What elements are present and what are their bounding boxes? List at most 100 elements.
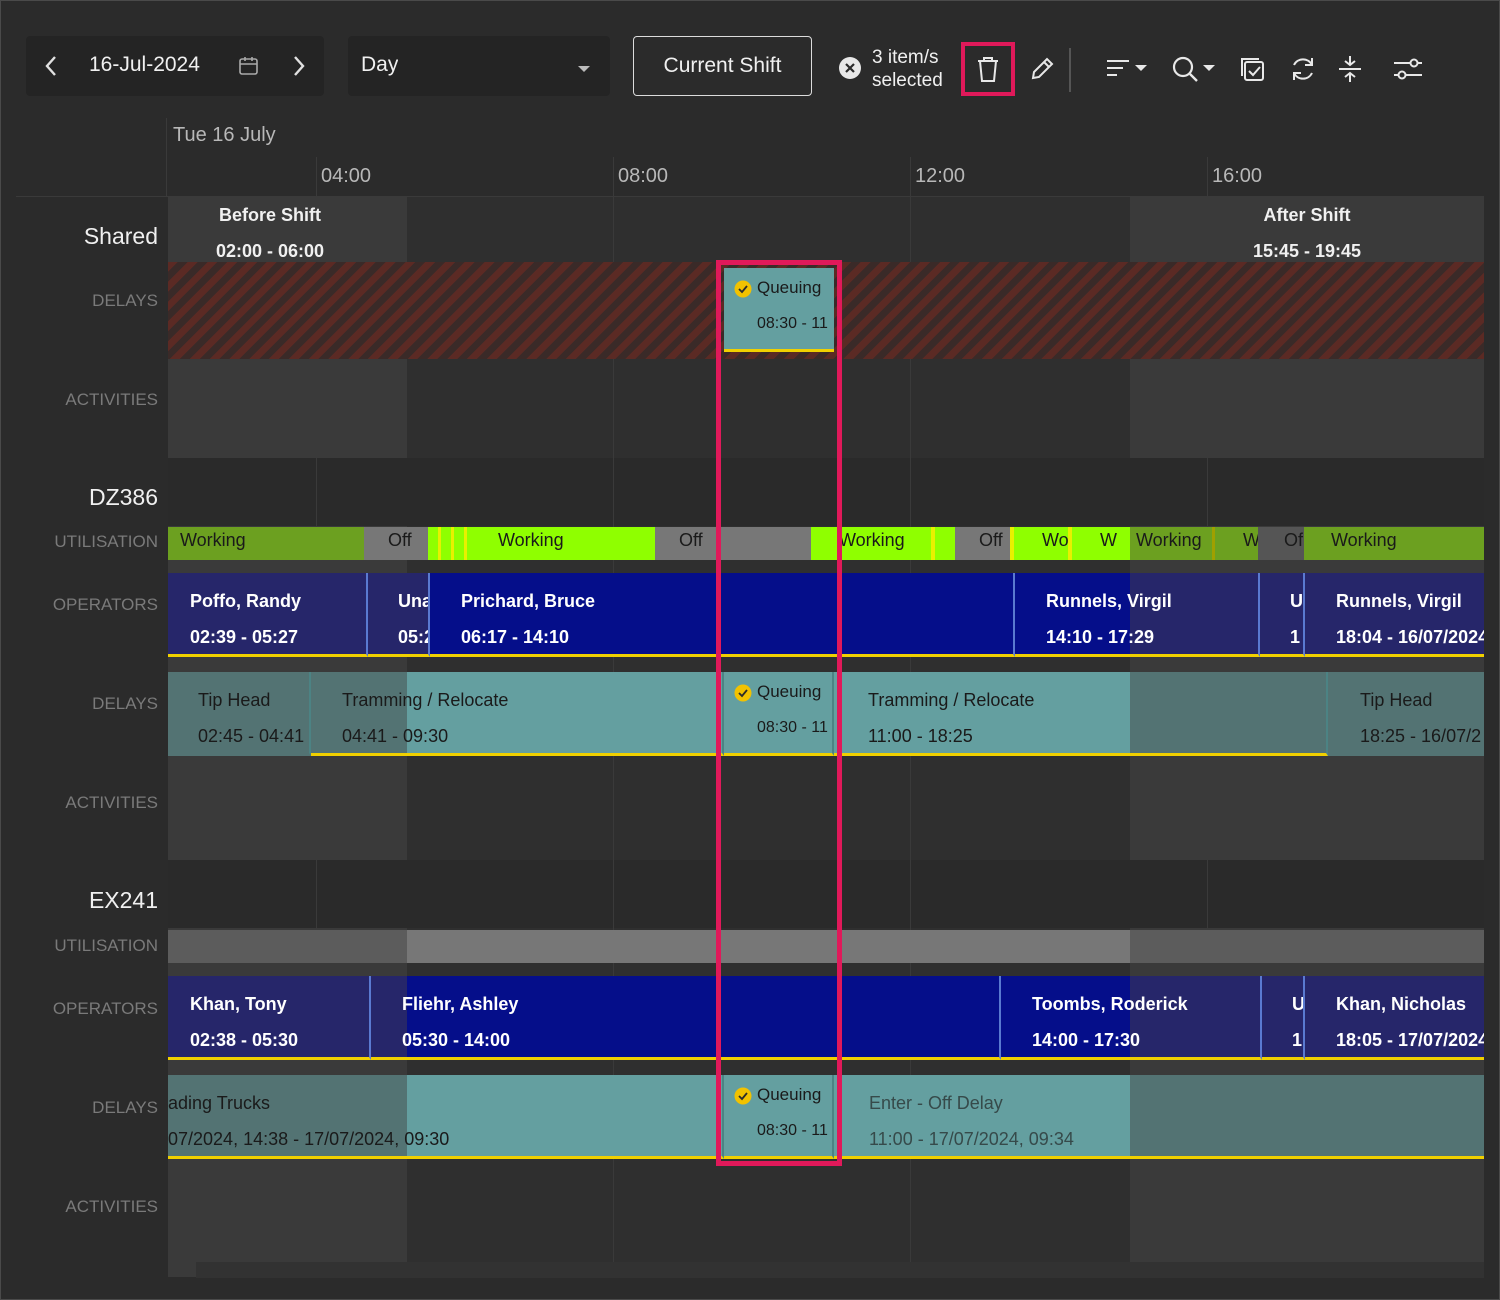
after-shift-time: 15:45 - 19:45 [1252,241,1362,261]
operator-time: 06:17 - 14:10 [461,627,570,647]
operator-block[interactable]: Khan, Tony 02:38 - 05:30 [168,976,371,1060]
delay-block[interactable]: Tramming / Relocate 11:00 - 18:25 [834,672,1328,756]
operator-time: 14:10 - 17:29 [1046,627,1155,647]
delay-block[interactable]: Tip Head 18:25 - 16/07/2 [1328,672,1484,756]
utilisation-off[interactable]: Off [364,527,428,560]
hour-label: 08:00 [618,165,669,187]
edit-icon[interactable] [1028,55,1056,83]
horizontal-scrollbar[interactable] [196,1262,1484,1278]
operator-name: Runnels, Virgil [1336,591,1462,611]
operator-block[interactable]: Fliehr, Ashley 05:30 - 14:00 [371,976,1001,1060]
delay-block[interactable]: Tip Head 02:45 - 04:41 [168,672,311,756]
select-all-icon[interactable] [1239,55,1269,85]
operator-block[interactable]: Runnels, Virgil 18:04 - 16/07/2024 [1305,573,1484,657]
resource-band-dz386 [168,458,1484,526]
operator-time: 1 [1292,1030,1303,1050]
operator-name: Khan, Tony [190,994,287,1014]
utilisation-working[interactable]: Working [468,527,655,560]
caret-down-icon [577,61,591,72]
utilisation-working[interactable]: Working [811,527,955,560]
hour-label: 12:00 [915,165,966,187]
delay-name: Tramming / Relocate [342,690,509,710]
row-label-delays: DELAYS [92,1098,158,1117]
refresh-icon[interactable] [1288,54,1318,84]
operator-time: 18:05 - 17/07/2024 [1336,1030,1484,1050]
date-value[interactable]: 16-Jul-2024 [89,53,200,76]
hour-tick-3 [1207,157,1208,196]
row-label-operators: OPERATORS [52,999,158,1018]
hour-tick-0 [316,157,317,196]
collapse-icon[interactable] [1336,54,1364,84]
hour-label: 04:00 [321,165,372,187]
delay-block-selected[interactable]: Queuing 08:30 - 11 [724,1075,834,1159]
utilisation-working-segment [428,527,468,560]
operator-time: 05:2 [398,627,428,647]
utilisation-working[interactable]: W [1212,527,1258,560]
shared-delay-queuing[interactable]: Queuing 08:30 - 11 [724,268,834,352]
operator-block[interactable]: Prichard, Bruce 06:17 - 14:10 [430,573,1015,657]
operator-name: Una [398,591,430,611]
operator-block[interactable]: Khan, Nicholas 18:05 - 17/07/2024 [1305,976,1484,1060]
utilisation-off[interactable]: Off [655,527,811,560]
date-picker [26,36,324,96]
delay-time: 11:00 - 18:25 [868,726,973,746]
sort-icon[interactable] [1105,56,1151,82]
delay-time: 02:45 - 04:41 [198,726,305,746]
delay-block[interactable]: Tramming / Relocate 04:41 - 09:30 [311,672,724,756]
operator-name: U [1290,591,1303,611]
selection-highlight [716,260,842,1166]
delay-name: Tramming / Relocate [868,690,1035,710]
utilisation-working[interactable]: Working [1304,527,1484,560]
chevron-left-icon[interactable] [40,52,64,80]
operator-time: 05:30 - 14:00 [402,1030,511,1050]
utilisation-off[interactable]: Of [1258,527,1304,560]
trash-icon [975,55,1001,83]
view-mode-select[interactable] [348,36,610,96]
view-mode-value: Day [361,53,399,76]
selection-count: 3 item/s [872,47,939,68]
utilisation-working[interactable]: Wo [1010,527,1068,560]
resource-name-shared: Shared [83,223,158,249]
current-shift-button[interactable] [633,36,812,96]
delay-time: 08:30 - 11 [757,719,828,736]
utilisation-working[interactable]: Working [1130,527,1212,560]
settings-sliders-icon[interactable] [1392,56,1424,82]
operator-name: Poffo, Randy [190,591,301,611]
hour-tick-2 [910,157,911,196]
row-label-activities: ACTIVITIES [65,390,158,409]
utilisation-working[interactable]: Working [168,527,364,560]
before-shift-time: 02:00 - 06:00 [215,241,325,261]
operator-block[interactable]: Poffo, Randy 02:39 - 05:27 [168,573,368,657]
hour-label: 16:00 [1212,165,1263,187]
search-icon[interactable] [1170,54,1220,84]
delay-block[interactable]: ading Trucks 07/2024, 14:38 - 17/07/2024… [168,1075,724,1159]
utilisation-off[interactable]: Off [955,527,1010,560]
ex241-utilisation-bar[interactable] [168,930,1484,963]
operator-block[interactable]: U 1 [1262,976,1305,1060]
chevron-right-icon[interactable] [287,52,311,80]
operator-time: 02:39 - 05:27 [190,627,299,647]
delay-block-selected[interactable]: Queuing 08:30 - 11 [724,672,834,756]
delay-name: Queuing [757,682,822,701]
operator-block[interactable]: Toombs, Roderick 14:00 - 17:30 [1001,976,1262,1060]
calendar-icon[interactable] [237,54,261,78]
row-label-utilisation: UTILISATION [54,936,158,955]
delay-block[interactable]: Enter - Off Delay 11:00 - 17/07/2024, 09… [834,1075,1484,1159]
delay-name: ading Trucks [168,1093,271,1113]
operator-block[interactable]: Runnels, Virgil 14:10 - 17:29 [1015,573,1260,657]
clear-selection-icon[interactable] [838,56,862,80]
delete-button[interactable] [961,42,1015,96]
operator-name: Prichard, Bruce [461,591,596,611]
operator-block[interactable]: Una 05:2 [368,573,430,657]
delay-time: 08:30 - 11 [757,1122,828,1139]
delay-time: 11:00 - 17/07/2024, 09:34 [869,1129,1074,1149]
check-circle-icon [734,1087,752,1110]
operator-time: 14:00 - 17:30 [1032,1030,1141,1050]
utilisation-working[interactable]: W [1068,527,1130,560]
operator-block[interactable]: U 1 [1260,573,1305,657]
before-shift-name: Before Shift [218,205,321,225]
row-label-operators: OPERATORS [52,595,158,614]
operator-name: Khan, Nicholas [1336,994,1467,1014]
operator-name: Fliehr, Ashley [402,994,519,1014]
delay-time: 08:30 - 11 [757,315,828,332]
